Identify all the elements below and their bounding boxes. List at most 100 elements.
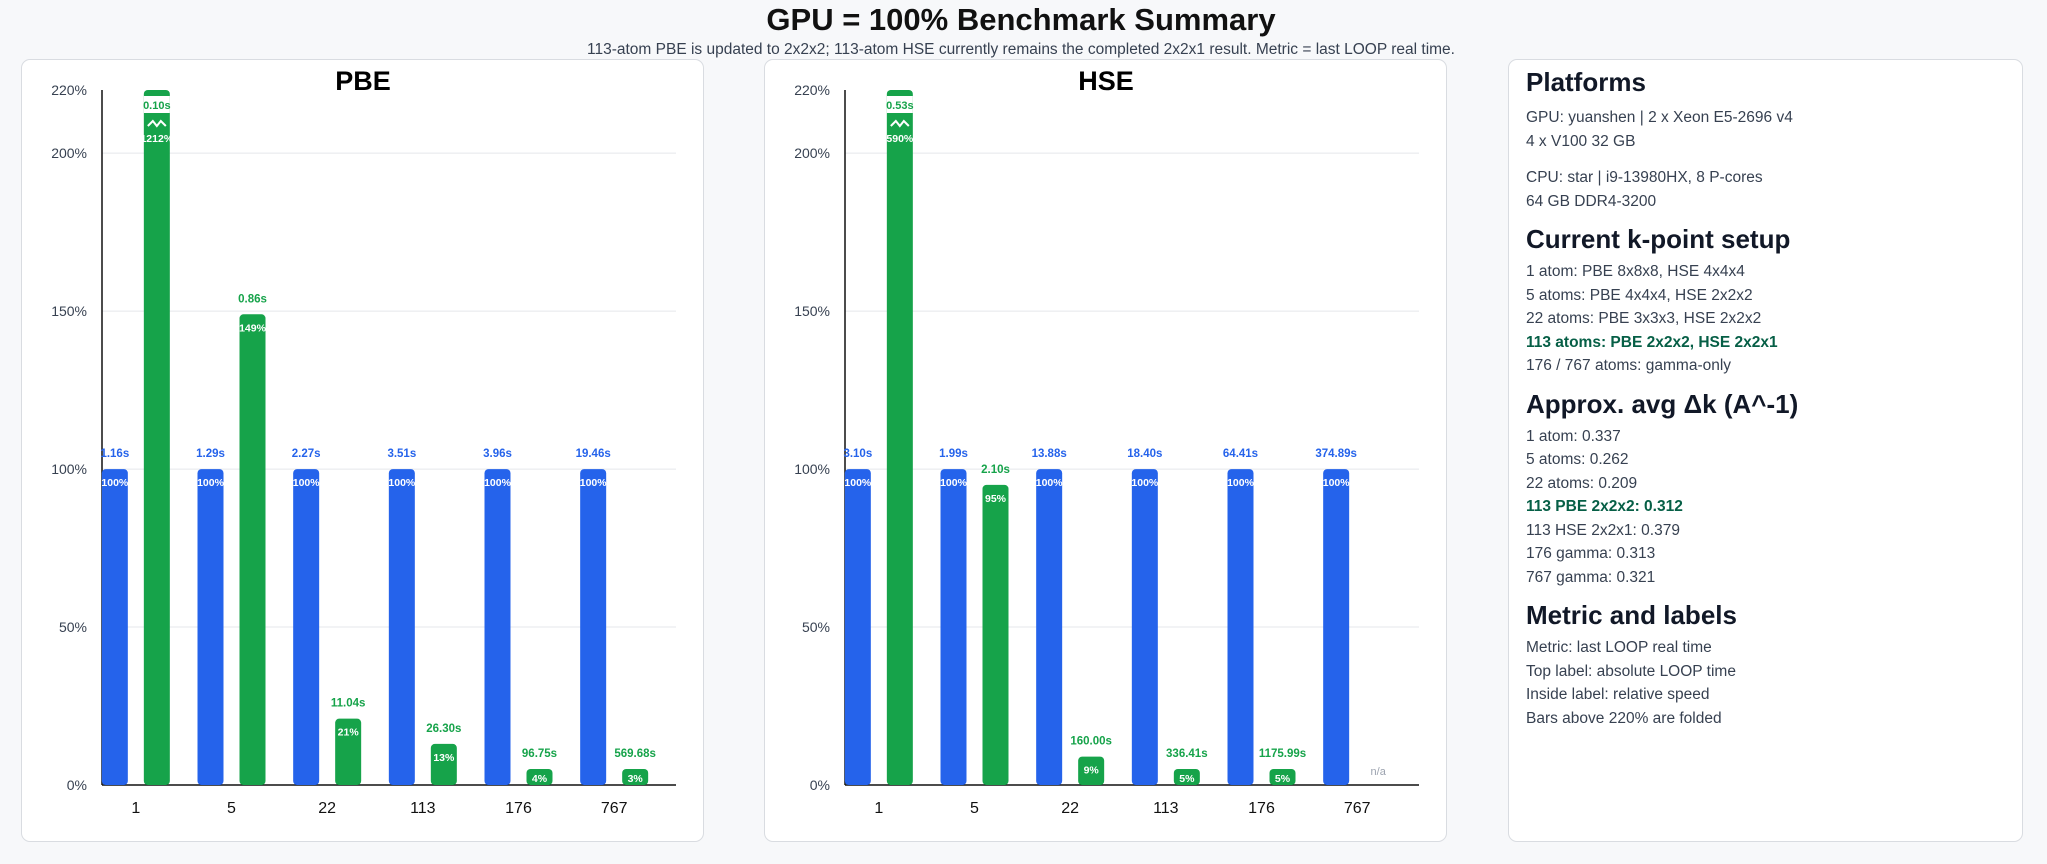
- y-tick-label: 150%: [51, 303, 87, 319]
- x-tick-label: 22: [1061, 800, 1079, 817]
- cpu-bar: [526, 769, 553, 785]
- cpu-bar: [1173, 769, 1200, 785]
- kpoint-line: 5 atoms: PBE 4x4x4, HSE 2x2x2: [1526, 286, 1753, 304]
- time-label: 19.46s: [576, 448, 611, 460]
- y-tick-label: 220%: [51, 82, 87, 98]
- pct-label: 100%: [844, 477, 872, 489]
- na-label: n/a: [1371, 766, 1387, 778]
- y-tick-label: 50%: [59, 619, 87, 635]
- cpu-bar: [1269, 769, 1296, 785]
- y-tick-label: 50%: [802, 619, 830, 635]
- x-tick-label: 113: [1153, 800, 1179, 817]
- time-label: 3.10s: [843, 448, 872, 460]
- pct-label: 100%: [484, 477, 512, 489]
- y-tick-label: 100%: [794, 461, 830, 477]
- cpu-platform-line: CPU: star | i9-13980HX, 8 P-cores: [1526, 169, 1763, 186]
- metric-line: Metric: last LOOP real time: [1526, 639, 1712, 656]
- x-tick-label: 176: [1248, 800, 1275, 817]
- pbe-chart-card: PBE 0% 50% 100% 150% 200% 220% 1 1.16s 100% 0.10s 1…: [21, 59, 704, 842]
- pct-label: 590%: [886, 133, 914, 145]
- fold-zigzag-icon: [890, 119, 910, 128]
- gpu-bar: [388, 469, 415, 785]
- gpu-bar: [101, 469, 128, 785]
- time-label: 569.68s: [614, 748, 656, 760]
- x-tick-label: 22: [318, 800, 336, 817]
- time-label: 1.29s: [196, 448, 225, 460]
- pct-label: 21%: [338, 727, 360, 739]
- cpu-bar: [430, 743, 457, 785]
- gpu-bar: [1131, 469, 1158, 785]
- kpoint-line: 22 atoms: PBE 3x3x3, HSE 2x2x2: [1526, 310, 1762, 327]
- cpu-bar: [1078, 756, 1105, 785]
- time-label: 1175.99s: [1259, 748, 1306, 760]
- gpu-bar: [484, 469, 511, 785]
- pct-label: 100%: [388, 477, 416, 489]
- info-sidebar: Platforms GPU: yuanshen | 2 x Xeon E5-26…: [1508, 59, 2023, 842]
- time-label: 26.30s: [426, 723, 461, 735]
- pct-label: 100%: [1036, 477, 1064, 489]
- time-label: 2.27s: [292, 448, 321, 460]
- time-label: 13.88s: [1032, 448, 1067, 460]
- time-label: 374.89s: [1315, 448, 1357, 460]
- dk-line: 22 atoms: 0.209: [1526, 474, 1638, 492]
- gpu-bar: [1323, 469, 1350, 785]
- cpu-bar: [143, 90, 170, 785]
- pct-label: 100%: [1227, 477, 1255, 489]
- metric-line: Bars above 220% are folded: [1526, 709, 1722, 727]
- chart-title: PBE: [335, 66, 391, 96]
- dk-line: 767 gamma: 0.321: [1526, 568, 1656, 586]
- kpoint-line: 1 atom: PBE 8x8x8, HSE 4x4x4: [1526, 263, 1745, 280]
- fold-label-bg: [143, 96, 170, 113]
- page-title: GPU = 100% Benchmark Summary: [766, 2, 1276, 37]
- y-tick-label: 0%: [810, 777, 830, 793]
- y-tick-label: 0%: [67, 777, 87, 793]
- dk-heading: Approx. avg Δk (A^-1): [1526, 388, 1799, 419]
- cpu-bar: [982, 484, 1009, 785]
- time-label: 3.51s: [387, 448, 416, 460]
- gpu-bar: [1227, 469, 1254, 785]
- x-tick-label: 5: [970, 800, 979, 817]
- time-label: 11.04s: [331, 698, 366, 710]
- x-tick-label: 767: [1344, 800, 1371, 817]
- gpu-bar: [940, 469, 967, 785]
- time-label: 3.96s: [483, 448, 512, 460]
- time-label: 1.16s: [100, 448, 129, 460]
- dk-line: 1 atom: 0.337: [1526, 427, 1621, 445]
- pct-label: 100%: [1323, 477, 1351, 489]
- pct-label: 3%: [628, 773, 644, 785]
- pct-label: 1212%: [140, 133, 173, 145]
- x-tick-label: 176: [505, 800, 532, 817]
- gpu-platform-line: 4 x V100 32 GB: [1526, 132, 1636, 150]
- pct-label: 100%: [197, 477, 225, 489]
- y-tick-label: 200%: [794, 145, 830, 161]
- pct-label: 100%: [940, 477, 968, 489]
- cpu-bar: [335, 718, 362, 785]
- cpu-platform-line: 64 GB DDR4-3200: [1526, 192, 1657, 210]
- time-label: 18.40s: [1127, 448, 1162, 460]
- pct-label: 100%: [101, 477, 129, 489]
- pct-label: 5%: [1275, 773, 1291, 785]
- platforms-heading: Platforms: [1526, 67, 1646, 97]
- cpu-bar: [239, 314, 266, 785]
- dk-line: 176 gamma: 0.313: [1526, 545, 1656, 562]
- gpu-bar: [844, 469, 871, 785]
- gpu-bar: [293, 469, 320, 785]
- time-label: 0.53s: [886, 100, 914, 112]
- time-label: 2.10s: [981, 464, 1010, 476]
- hse-chart: HSE 0% 50% 100% 150% 200% 220% 1 3.10s 100% 0.53s 5…: [794, 66, 1419, 817]
- gpu-bar: [580, 469, 607, 785]
- x-tick-label: 767: [601, 800, 628, 817]
- y-tick-label: 200%: [51, 145, 87, 161]
- metric-line: Top label: absolute LOOP time: [1526, 662, 1736, 680]
- pct-label: 149%: [239, 322, 267, 334]
- pct-label: 100%: [293, 477, 321, 489]
- fold-label-bg: [886, 96, 913, 113]
- time-label: 96.75s: [522, 748, 557, 760]
- kpoint-heading: Current k-point setup: [1526, 224, 1791, 254]
- kpoint-line-highlight: 113 atoms: PBE 2x2x2, HSE 2x2x1: [1526, 333, 1778, 351]
- x-tick-label: 113: [410, 800, 436, 817]
- gpu-bar: [197, 469, 224, 785]
- kpoint-line: 176 / 767 atoms: gamma-only: [1526, 357, 1732, 374]
- pct-label: 95%: [985, 493, 1007, 505]
- dk-line-highlight: 113 PBE 2x2x2: 0.312: [1526, 498, 1683, 515]
